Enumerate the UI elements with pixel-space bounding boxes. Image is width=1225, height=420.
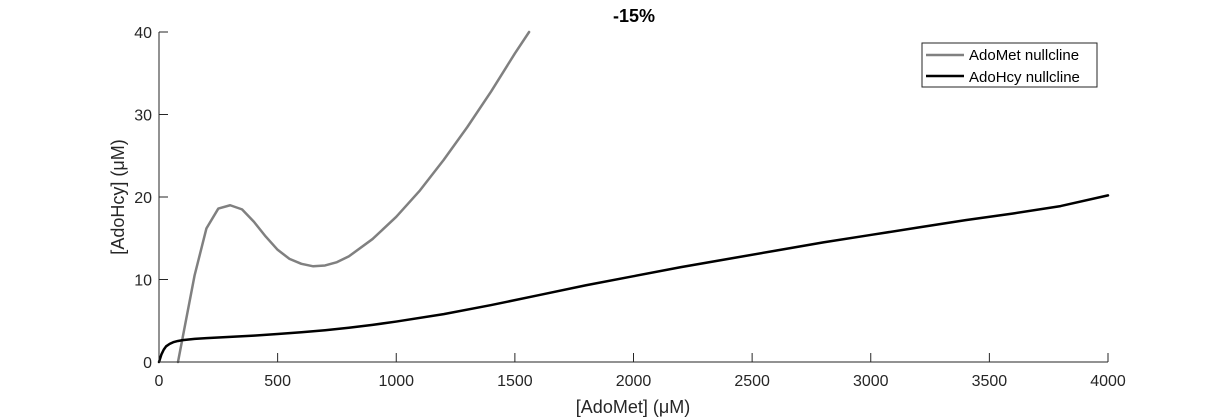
x-tick-label: 1000 <box>378 373 414 390</box>
x-axis-label: [AdoMet] (μM) <box>576 397 690 417</box>
series-line-adohcy-nullcline <box>157 194 1110 364</box>
x-tick-label: 3000 <box>853 373 889 390</box>
x-tick-label: 2500 <box>734 373 770 390</box>
x-tick-label: 4000 <box>1090 373 1126 390</box>
y-tick-label: 40 <box>134 25 152 42</box>
y-axis-label: [AdoHcy] (μM) <box>108 139 128 254</box>
chart-title: -15% <box>613 6 655 26</box>
x-tick-label: 2000 <box>616 373 652 390</box>
y-tick-label: 10 <box>134 273 152 290</box>
y-ticks: 0 10 20 30 40 <box>134 25 168 372</box>
series-line-adomet-nullcline <box>176 30 531 364</box>
y-tick-label: 30 <box>134 108 152 125</box>
x-ticks: 0 500 1000 1500 2000 2500 3000 3500 4000 <box>155 353 1126 390</box>
legend-label-adomet: AdoMet nullcline <box>969 47 1079 64</box>
y-tick-label: 0 <box>143 355 152 372</box>
legend-box <box>921 42 1098 88</box>
x-tick-label: 500 <box>264 373 291 390</box>
series-layer <box>157 30 1110 364</box>
y-tick-label: 20 <box>134 190 152 207</box>
legend-label-adohcy: AdoHcy nullcline <box>969 69 1080 86</box>
legend: AdoMet nullcline AdoHcy nullcline <box>921 42 1098 88</box>
x-tick-label: 0 <box>155 373 164 390</box>
x-tick-label: 1500 <box>497 373 533 390</box>
x-tick-label: 3500 <box>972 373 1008 390</box>
